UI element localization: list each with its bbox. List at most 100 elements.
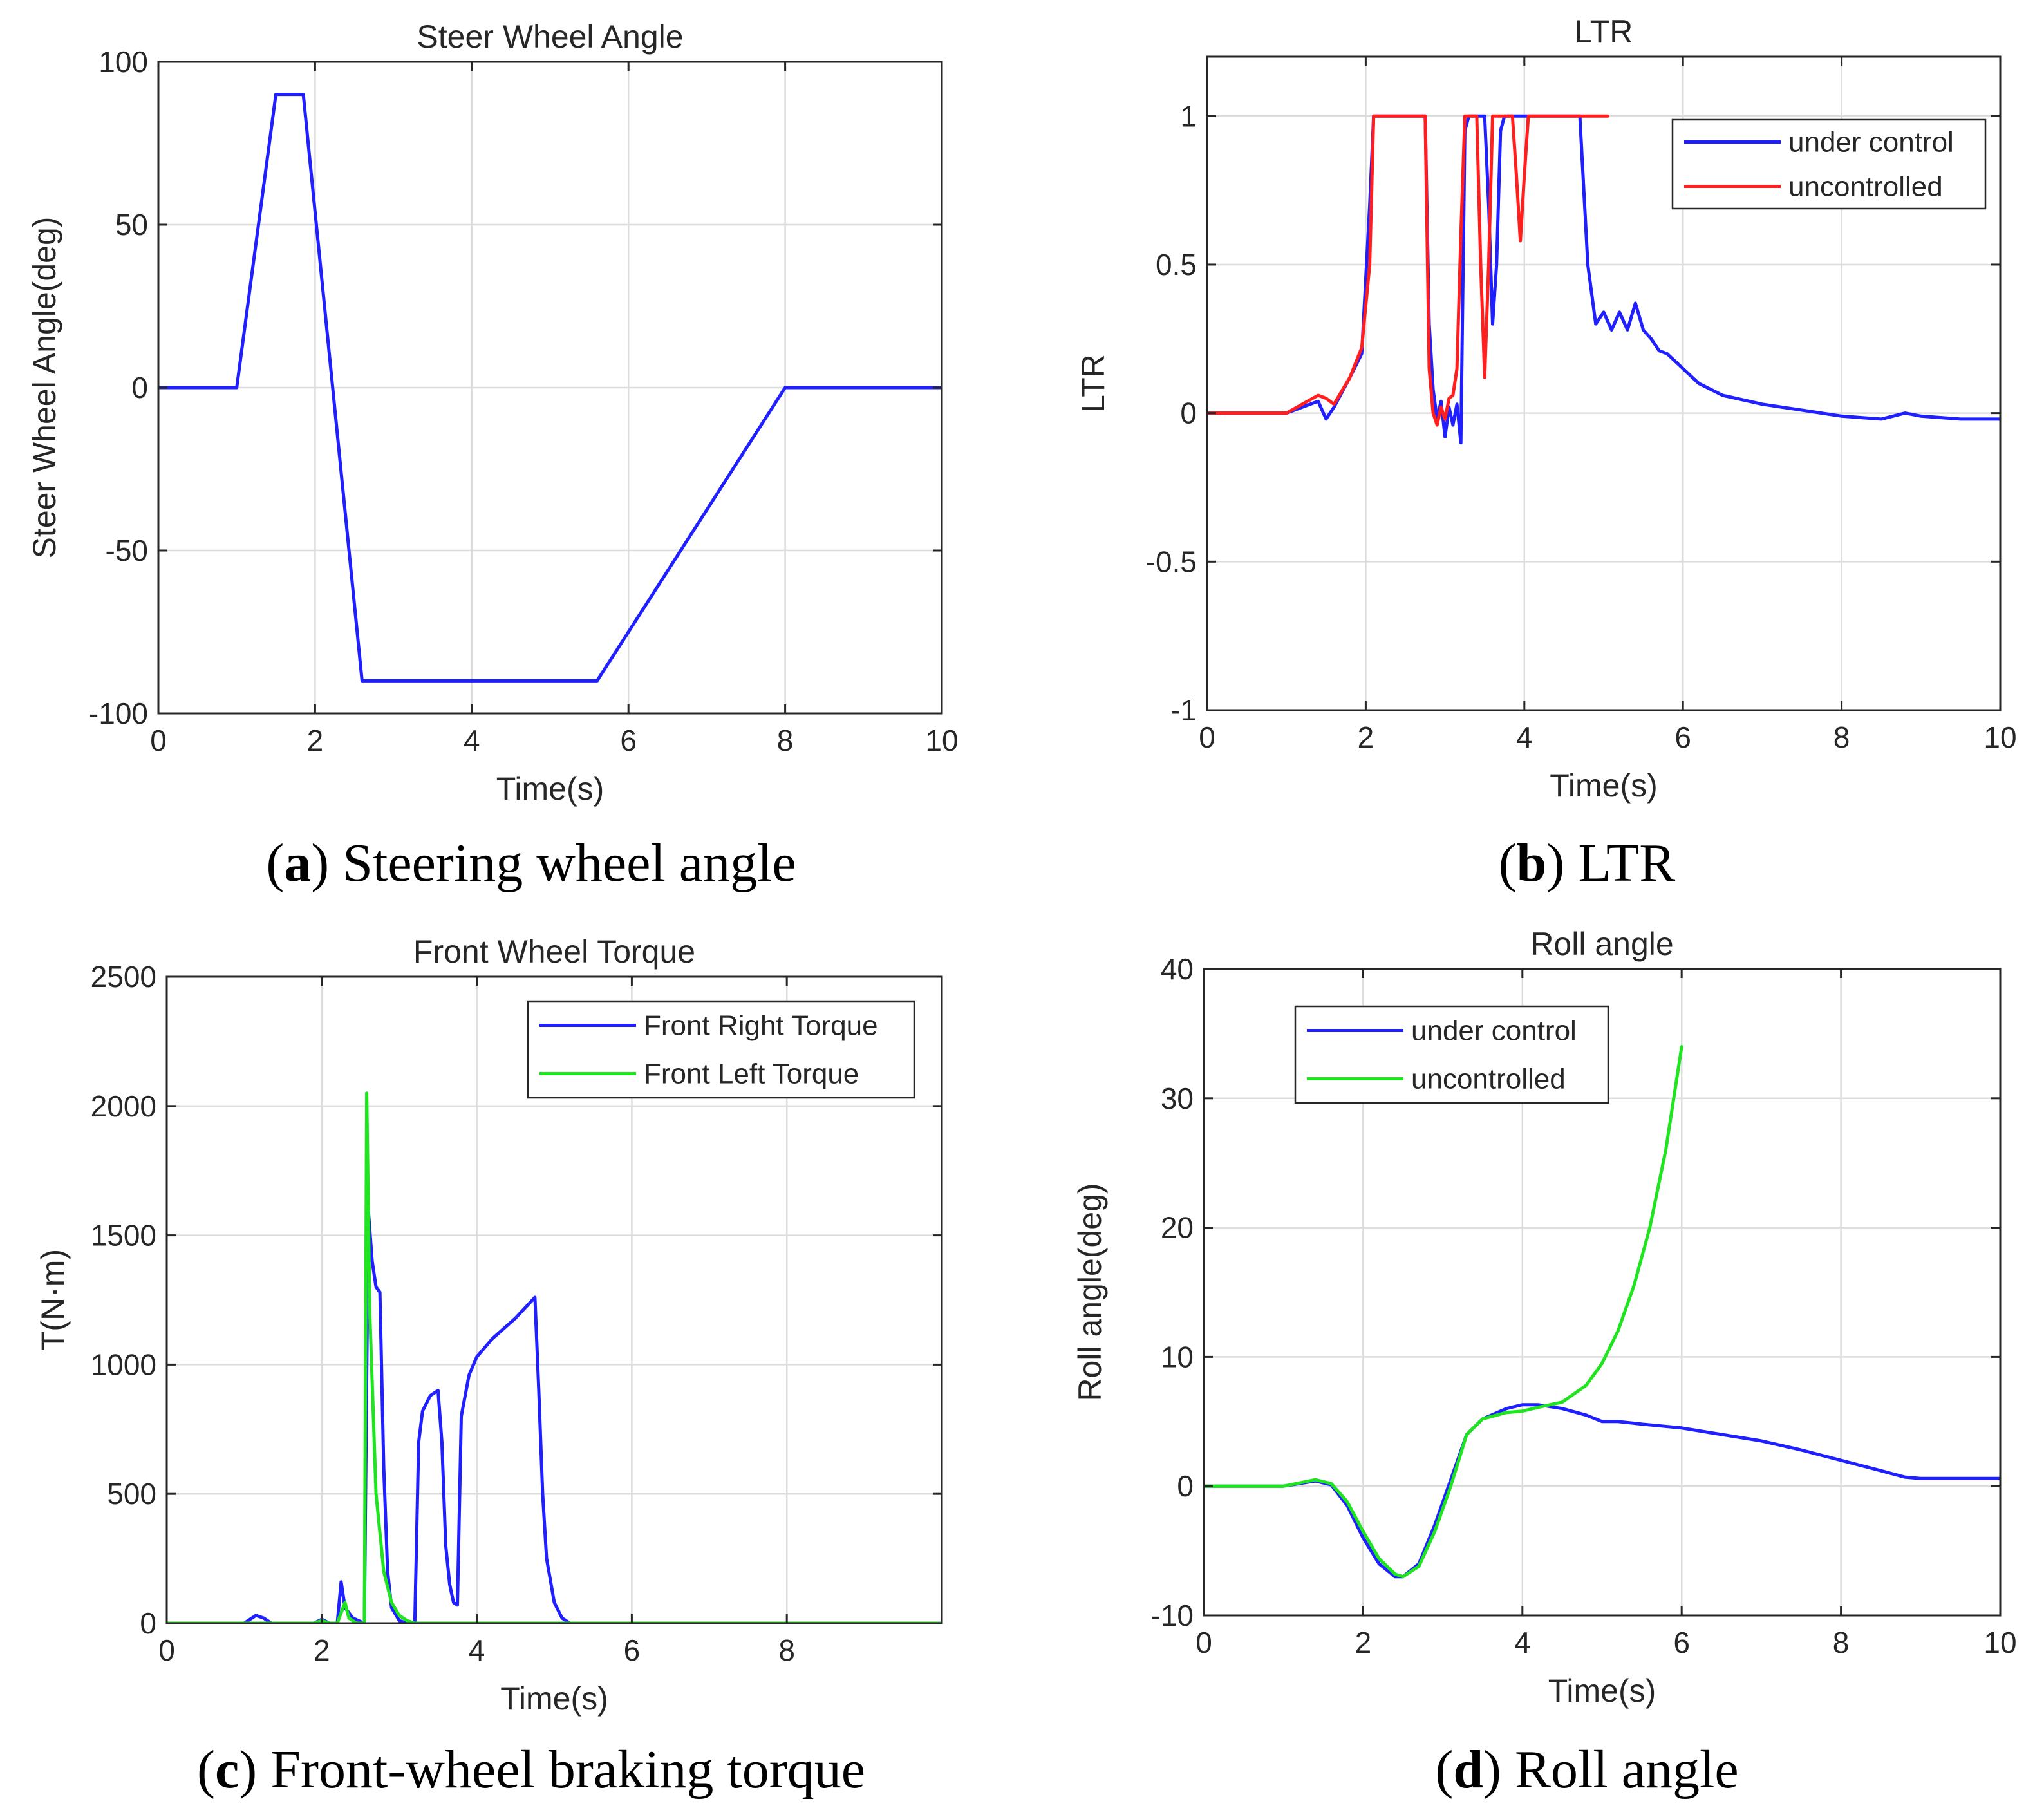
- series-group: [1207, 114, 2000, 445]
- axes-box: [165, 975, 943, 1624]
- x-tick-label: 4: [464, 724, 480, 757]
- y-tick-label: 50: [115, 208, 148, 241]
- legend: under control uncontrolled: [1671, 118, 1987, 210]
- x-tick-label: 2: [1358, 720, 1374, 754]
- legend-label: under control: [1788, 127, 1954, 158]
- x-tick-label: 0: [150, 724, 167, 757]
- caption-letter: b: [1517, 833, 1547, 893]
- x-tick-label: 6: [624, 1633, 641, 1667]
- y-axis-label: Steer Wheel Angle(deg): [26, 217, 62, 559]
- x-tick-label: 2: [307, 724, 324, 757]
- chart-title: Front Wheel Torque: [413, 934, 695, 970]
- caption-open-paren: (: [266, 833, 284, 893]
- legend: under control uncontrolled: [1294, 1005, 1609, 1104]
- series-line-uncontrolled: [1204, 1045, 1683, 1579]
- caption-open-paren: (: [1499, 833, 1517, 893]
- x-tick-label: 4: [1514, 1626, 1531, 1659]
- series-line-uncontrolled: [1207, 114, 1609, 427]
- x-axis-label: Time(s): [500, 1680, 608, 1717]
- legend-label: uncontrolled: [1788, 171, 1943, 203]
- x-axis-label: Time(s): [496, 771, 605, 807]
- caption-open-paren: (: [197, 1740, 215, 1800]
- y-tick-label: 500: [107, 1477, 156, 1511]
- x-tick-label: 0: [1199, 720, 1215, 754]
- axes-box: [1203, 968, 2002, 1617]
- y-tick-label: 0: [131, 371, 148, 404]
- legend-box: [1294, 1005, 1609, 1104]
- panel-b: 0 2 4 6 8 10 -1 -0.5 0 0.5 1 LTR Time(s) LTR under con…: [1075, 14, 2017, 893]
- y-tick-label: 20: [1161, 1211, 1194, 1245]
- caption-letter: a: [284, 833, 311, 893]
- y-tick-label: -100: [89, 697, 148, 730]
- y-tick-label: 0: [1180, 397, 1197, 430]
- legend-box: [1671, 118, 1987, 210]
- x-tick-label: 6: [620, 724, 637, 757]
- caption-text: LTR: [1578, 833, 1675, 893]
- y-tick-label: 0: [1177, 1469, 1194, 1503]
- panel-caption: (c) Front-wheel braking torque: [197, 1740, 865, 1800]
- x-tick-label: 2: [1355, 1626, 1372, 1659]
- legend: Front Right Torque Front Left Torque: [527, 1000, 915, 1099]
- caption-letter: c: [215, 1740, 239, 1800]
- y-tick-label: 2000: [91, 1089, 156, 1123]
- x-tick-label: 4: [1516, 720, 1533, 754]
- caption-close-paren: ): [311, 833, 342, 893]
- x-tick-label: 0: [158, 1633, 175, 1667]
- chart-title: Roll angle: [1530, 926, 1673, 962]
- x-tick-label: 8: [1833, 720, 1850, 754]
- x-tick-label: 10: [1983, 720, 2016, 754]
- x-axis-label: Time(s): [1550, 767, 1658, 804]
- caption-text: Steering wheel angle: [342, 833, 796, 893]
- y-axis-label: Roll angle(deg): [1072, 1183, 1108, 1401]
- y-tick-label: 10: [1161, 1340, 1194, 1373]
- series-line-under-control: [1204, 1403, 2000, 1579]
- y-tick-label: 0: [140, 1606, 156, 1640]
- caption-open-paren: (: [1435, 1740, 1453, 1800]
- x-tick-label: 10: [925, 724, 958, 757]
- caption-letter: d: [1453, 1740, 1483, 1800]
- y-tick-label: 2500: [91, 960, 156, 993]
- x-tick-label: 6: [1673, 1626, 1690, 1659]
- y-tick-label: -50: [106, 534, 148, 567]
- caption-close-paren: ): [1483, 1740, 1515, 1800]
- y-tick-label: 1500: [91, 1219, 156, 1252]
- chart-title: Steer Wheel Angle: [417, 19, 683, 55]
- y-tick-label: 40: [1161, 952, 1194, 986]
- caption-close-paren: ): [1546, 833, 1578, 893]
- x-tick-label: 4: [469, 1633, 485, 1667]
- caption-text: Front-wheel braking torque: [270, 1740, 865, 1800]
- legend-label: Front Right Torque: [644, 1010, 878, 1042]
- axes-box: [1206, 55, 2002, 711]
- y-tick-label: 0.5: [1156, 248, 1197, 281]
- x-tick-label: 8: [1833, 1626, 1850, 1659]
- panel-caption: (a) Steering wheel angle: [266, 833, 796, 893]
- x-tick-label: 10: [1983, 1626, 2016, 1659]
- panel-a: 0 2 4 6 8 10 -100 -50 0 50 100 Steer Wheel Angle Tim…: [26, 19, 959, 893]
- x-axis-label: Time(s): [1548, 1673, 1656, 1709]
- y-tick-label: 100: [98, 45, 148, 79]
- y-tick-label: -10: [1151, 1599, 1194, 1632]
- x-tick-label: 6: [1674, 720, 1691, 754]
- y-tick-label: -1: [1170, 693, 1197, 727]
- y-tick-label: 1000: [91, 1348, 156, 1381]
- legend-label: Front Left Torque: [644, 1059, 859, 1090]
- x-tick-label: 8: [777, 724, 794, 757]
- panel-c: 0 2 4 6 8 0 500 1000 1500 2000 2500 Front Wheel Tor…: [35, 934, 943, 1800]
- chart-title: LTR: [1575, 14, 1633, 50]
- legend-label: uncontrolled: [1411, 1064, 1566, 1095]
- series-group: [158, 93, 942, 683]
- caption-text: Roll angle: [1515, 1740, 1739, 1800]
- legend-label: under control: [1411, 1015, 1577, 1047]
- legend-box: [527, 1000, 915, 1099]
- y-axis-label: LTR: [1075, 354, 1111, 413]
- panel-caption: (b) LTR: [1499, 833, 1676, 893]
- x-tick-label: 2: [314, 1633, 330, 1667]
- x-tick-label: 0: [1195, 1626, 1212, 1659]
- y-tick-label: 1: [1180, 99, 1197, 133]
- y-axis-label: T(N·m): [35, 1249, 71, 1351]
- series-group: [1204, 1045, 2000, 1579]
- y-tick-label: -0.5: [1146, 545, 1197, 578]
- panel-caption: (d) Roll angle: [1435, 1740, 1738, 1800]
